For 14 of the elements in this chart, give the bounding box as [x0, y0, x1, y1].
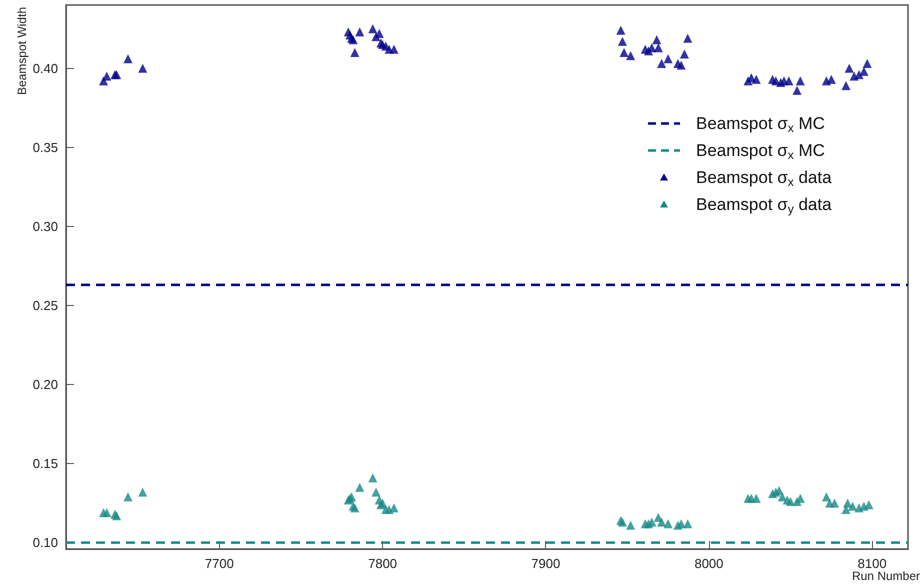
y-axis-title: Beamspot Width: [15, 7, 29, 96]
y-tick-label: 0.25: [32, 298, 58, 313]
x-tick-label: 7700: [204, 556, 234, 571]
x-tick-label: 7900: [531, 556, 560, 571]
y-tick-label: 0.35: [32, 140, 58, 155]
y-tick-label: 0.30: [32, 218, 58, 234]
x-tick-label: 8100: [858, 556, 887, 571]
x-tick-label: 7800: [368, 556, 398, 571]
x-axis-title: Run Number: [852, 569, 920, 583]
y-tick-label: 0.15: [32, 456, 58, 472]
y-tick-label: 0.40: [32, 60, 58, 76]
x-tick-label: 8000: [694, 556, 724, 571]
y-tick-label: 0.20: [32, 377, 58, 392]
y-tick-label: 0.10: [32, 535, 58, 550]
